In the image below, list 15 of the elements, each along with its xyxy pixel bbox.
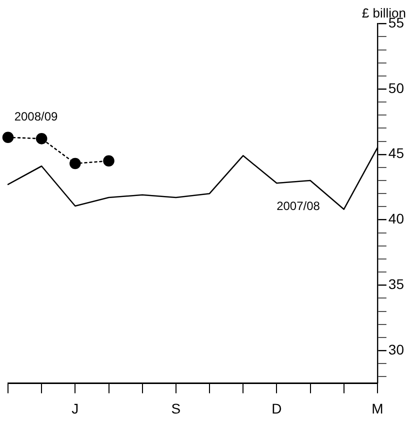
x-tick-label: M — [372, 400, 384, 416]
y-tick-label: 45 — [388, 145, 404, 162]
y-tick-label: 50 — [388, 80, 404, 96]
x-tick-label: D — [272, 400, 282, 416]
y-tick-label: 30 — [388, 341, 404, 358]
point — [70, 158, 81, 170]
point — [36, 133, 48, 144]
series-label: 2007/08 — [276, 198, 320, 213]
point — [2, 132, 14, 144]
y-tick-label: 40 — [388, 210, 404, 227]
x-tick-label: J — [72, 400, 79, 416]
series-label: 2008/09 — [14, 110, 58, 124]
y-tick-label: 35 — [388, 276, 404, 292]
x-tick-label: S — [171, 400, 181, 416]
point — [103, 155, 114, 167]
